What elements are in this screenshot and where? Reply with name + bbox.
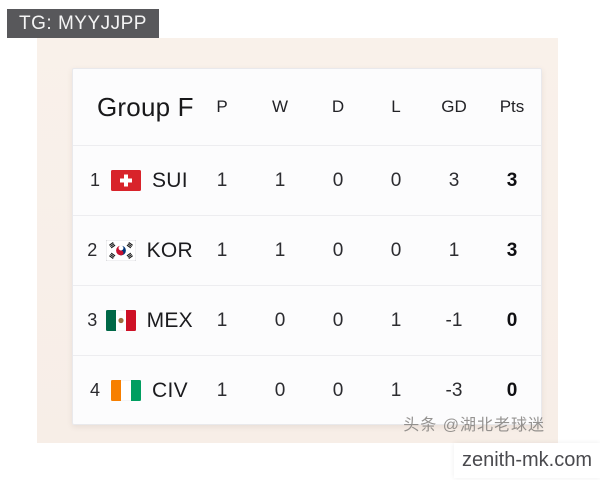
mexico-flag-icon xyxy=(105,310,136,331)
points-value: 3 xyxy=(506,239,518,261)
toutiao-watermark: 头条 @湖北老球迷 xyxy=(403,417,545,434)
goal-difference-value: 1 xyxy=(448,239,460,261)
telegram-handle-text: TG: MYYJJPP xyxy=(19,12,147,34)
played-value: 1 xyxy=(216,379,228,401)
table-row-mex[interactable]: 3 MEX 1 0 0 1 -1 0 xyxy=(73,285,541,355)
won-value: 0 xyxy=(274,379,286,401)
won-value: 0 xyxy=(274,309,286,331)
team-cell: 1 SUI xyxy=(73,169,193,193)
played-value: 1 xyxy=(216,309,228,331)
site-url-text: zenith-mk.com xyxy=(461,449,593,471)
col-header-drawn: D xyxy=(331,97,345,116)
team-cell: 3 MEX xyxy=(73,309,193,333)
photo-background: Group F P W D L GD Pts 1 SUI 1 1 0 0 xyxy=(37,38,558,443)
switzerland-flag-icon xyxy=(111,170,141,191)
goal-difference-value: 3 xyxy=(448,169,460,191)
rank-label: 1 xyxy=(89,170,100,190)
goal-difference-value: -3 xyxy=(445,379,463,401)
col-header-played: P xyxy=(216,97,228,116)
standings-header-row: Group F P W D L GD Pts xyxy=(73,69,541,145)
points-value: 0 xyxy=(506,379,518,401)
won-value: 1 xyxy=(274,239,286,261)
lost-value: 1 xyxy=(390,309,402,331)
lost-value: 1 xyxy=(390,379,402,401)
rank-label: 3 xyxy=(87,310,98,330)
ivory-coast-flag-icon xyxy=(111,380,141,401)
standings-card: Group F P W D L GD Pts 1 SUI 1 1 0 0 xyxy=(72,68,542,425)
team-cell: 2 KOR xyxy=(73,239,193,263)
col-header-won: W xyxy=(271,97,289,116)
south-korea-flag-icon xyxy=(105,240,136,261)
telegram-watermark-badge: TG: MYYJJPP xyxy=(7,9,159,38)
goal-difference-value: -1 xyxy=(445,309,463,331)
won-value: 1 xyxy=(274,169,286,191)
team-code-label: MEX xyxy=(146,308,193,332)
col-header-goal-difference: GD xyxy=(441,97,467,116)
team-code-label: SUI xyxy=(152,168,188,192)
col-header-lost: L xyxy=(391,97,401,116)
site-badge: zenith-mk.com xyxy=(454,443,600,478)
drawn-value: 0 xyxy=(332,309,344,331)
table-row-sui[interactable]: 1 SUI 1 1 0 0 3 3 xyxy=(73,145,541,215)
rank-label: 4 xyxy=(89,380,100,400)
table-row-kor[interactable]: 2 KOR 1 1 0 0 1 3 xyxy=(73,215,541,285)
table-row-civ[interactable]: 4 CIV 1 0 0 1 -3 0 xyxy=(73,355,541,425)
lost-value: 0 xyxy=(390,239,402,261)
points-value: 3 xyxy=(506,169,518,191)
col-header-points: Pts xyxy=(499,97,525,116)
lost-value: 0 xyxy=(390,169,402,191)
group-title: Group F xyxy=(97,91,194,122)
drawn-value: 0 xyxy=(332,169,344,191)
played-value: 1 xyxy=(216,169,228,191)
team-code-label: KOR xyxy=(146,238,193,262)
team-code-label: CIV xyxy=(152,378,188,402)
points-value: 0 xyxy=(506,309,518,331)
played-value: 1 xyxy=(216,239,228,261)
drawn-value: 0 xyxy=(332,239,344,261)
team-cell: 4 CIV xyxy=(73,379,193,403)
drawn-value: 0 xyxy=(332,379,344,401)
rank-label: 2 xyxy=(87,240,98,260)
